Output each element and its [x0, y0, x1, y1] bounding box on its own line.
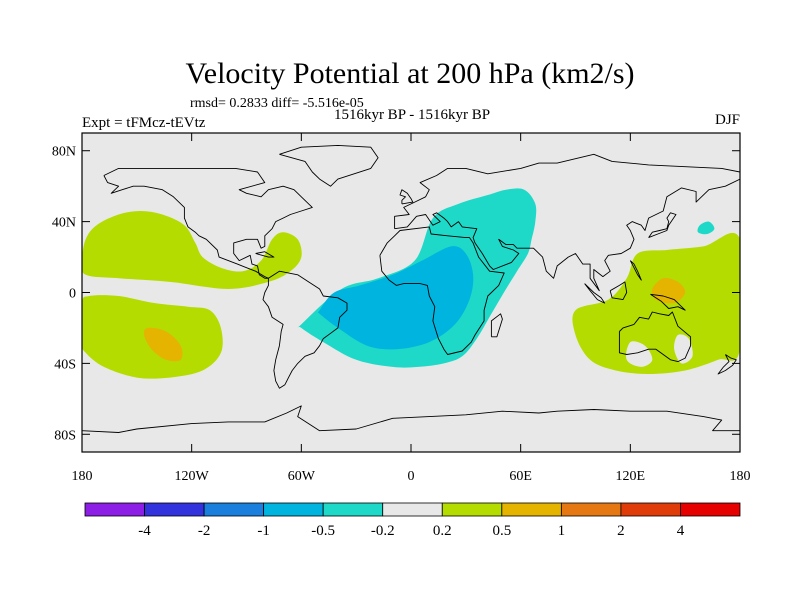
colorbar-swatch	[84, 502, 145, 517]
coastline-great-britain	[399, 189, 414, 205]
coastline-new-guinea	[650, 293, 686, 311]
coastline-eurasia	[394, 153, 740, 292]
region-south-pacific-orange	[143, 327, 183, 362]
region-atlantic-africa-negative-core	[317, 246, 474, 350]
coastline-madagascar	[490, 313, 503, 338]
stats-line: rmsd= 0.2833 diff= -5.516e-05	[190, 96, 364, 111]
y-tick-label: 0	[69, 287, 76, 302]
coastline-borneo	[609, 281, 628, 301]
experiment-label: Expt = tFMcz-tEVtz	[82, 115, 206, 131]
region-pacific-island-hole-gray	[674, 334, 693, 364]
colorbar-swatch	[322, 502, 384, 517]
region-north-pacific-positive	[82, 211, 302, 289]
region-west-pacific-positive	[572, 232, 740, 374]
coastline-cuba	[255, 251, 275, 258]
x-tick-label: 180	[730, 469, 751, 484]
colorbar-label: 1	[558, 523, 566, 539]
colorbar-label: 0.5	[492, 523, 511, 539]
coastline-philippines	[629, 260, 642, 281]
coastlines	[82, 144, 740, 433]
colorbar-swatch	[680, 502, 741, 517]
colorbar-swatch	[441, 502, 503, 517]
colorbar-swatch	[203, 502, 265, 517]
coastline-north-america	[103, 167, 313, 279]
coastline-australia	[618, 311, 692, 363]
x-tick-label: 120E	[616, 469, 646, 484]
colorbar-label: 4	[677, 523, 685, 539]
season-label: DJF	[715, 112, 740, 128]
colorbar-label: -0.5	[311, 523, 335, 539]
y-tick-label: 40S	[54, 357, 76, 372]
coastline-antarctica	[82, 405, 740, 433]
region-north-pacific-patch-cyan	[697, 221, 715, 235]
colorbar-swatch	[144, 502, 205, 517]
y-tick-label: 40N	[52, 216, 76, 231]
y-tick-label: 80N	[52, 145, 76, 160]
colorbar-label: 0.2	[433, 523, 452, 539]
colorbar-label: -2	[198, 523, 211, 539]
colorbar-swatch	[263, 502, 324, 517]
coastline-sumatra	[584, 283, 606, 304]
chart-title: Velocity Potential at 200 hPa (km2/s)	[185, 57, 634, 90]
colorbar: -4 -2 -1 -0.5 -0.2 0.2 0.5 1 2 4	[84, 502, 741, 539]
colorbar-swatch	[382, 502, 443, 517]
contour-regions	[82, 188, 740, 379]
region-australia-hole-gray	[626, 341, 653, 367]
colorbar-label: -1	[257, 523, 270, 539]
colorbar-label: 2	[617, 523, 625, 539]
x-tick-label: 120W	[175, 469, 210, 484]
region-west-pacific-orange	[651, 277, 686, 304]
x-tick-label: 60W	[288, 469, 316, 484]
map-area	[81, 132, 741, 453]
colorbar-swatch	[501, 502, 562, 517]
axes: 180 120W 60W 0 60E 120E 180 80N 40N 0 40S 80S	[52, 133, 751, 484]
chart-subtitle: 1516kyr BP - 1516kyr BP	[334, 107, 490, 123]
x-tick-label: 180	[72, 469, 93, 484]
colorbar-label: -0.2	[371, 523, 395, 539]
colorbar-label: -4	[138, 523, 151, 539]
colorbar-swatch	[620, 502, 681, 517]
colorbar-swatch	[560, 502, 622, 517]
x-tick-label: 0	[408, 469, 415, 484]
coastline-south-america	[262, 270, 348, 389]
y-tick-label: 80S	[54, 428, 76, 443]
coastline-greenland	[279, 144, 379, 187]
x-tick-label: 60E	[509, 469, 532, 484]
coastline-africa	[379, 226, 505, 355]
coastline-japan	[648, 212, 677, 239]
coastline-new-zealand	[717, 354, 737, 375]
